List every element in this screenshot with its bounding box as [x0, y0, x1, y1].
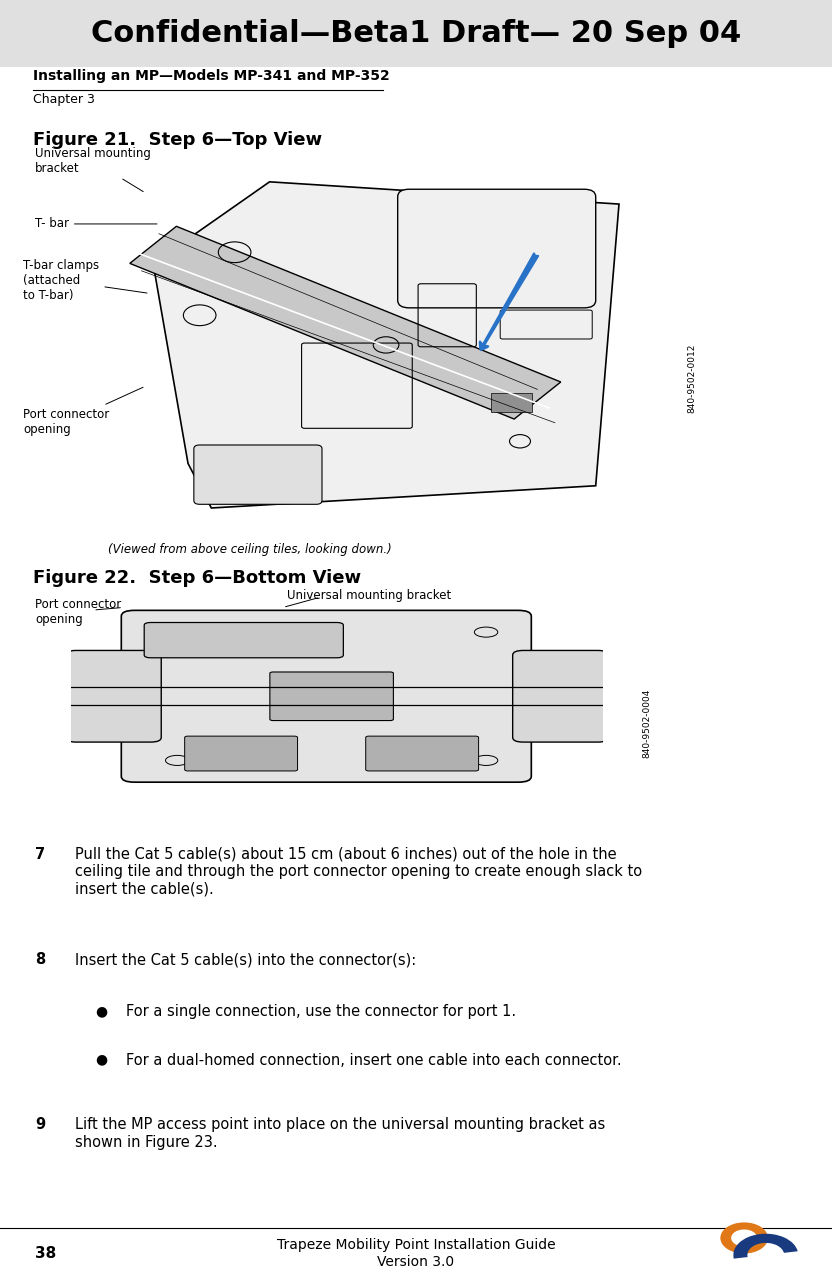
- FancyBboxPatch shape: [144, 623, 344, 658]
- Bar: [491, 393, 532, 412]
- FancyBboxPatch shape: [0, 0, 832, 67]
- Text: Installing an MP—Models MP-341 and MP-352: Installing an MP—Models MP-341 and MP-35…: [33, 69, 390, 84]
- Text: Port connector
opening: Port connector opening: [23, 387, 143, 436]
- FancyBboxPatch shape: [398, 189, 596, 308]
- Text: T-bar: T-bar: [333, 623, 363, 636]
- FancyBboxPatch shape: [194, 445, 322, 505]
- Text: 38: 38: [35, 1246, 57, 1261]
- Text: Pull the Cat 5 cable(s) about 15 cm (about 6 inches) out of the hole in the
ceil: Pull the Cat 5 cable(s) about 15 cm (abo…: [75, 847, 642, 897]
- Text: ●: ●: [96, 1053, 108, 1067]
- FancyBboxPatch shape: [121, 610, 532, 782]
- Text: Lift the MP access point into place on the universal mounting bracket as
shown i: Lift the MP access point into place on t…: [75, 1117, 605, 1149]
- FancyBboxPatch shape: [66, 650, 161, 743]
- Text: T- bar: T- bar: [35, 218, 157, 230]
- Text: ●: ●: [96, 1004, 108, 1018]
- Polygon shape: [130, 227, 561, 420]
- Text: Figure 22.  Step 6—Bottom View: Figure 22. Step 6—Bottom View: [33, 569, 361, 587]
- FancyBboxPatch shape: [270, 672, 394, 721]
- Text: Universal mounting
bracket: Universal mounting bracket: [35, 147, 151, 192]
- Text: 8: 8: [35, 952, 45, 968]
- Polygon shape: [153, 181, 619, 508]
- Text: Figure 21.  Step 6—Top View: Figure 21. Step 6—Top View: [33, 131, 323, 149]
- Text: For a dual-homed connection, insert one cable into each connector.: For a dual-homed connection, insert one …: [126, 1053, 622, 1068]
- Text: (Viewed from above ceiling tiles, looking down.): (Viewed from above ceiling tiles, lookin…: [108, 543, 392, 556]
- Text: 9: 9: [35, 1117, 45, 1133]
- FancyBboxPatch shape: [513, 650, 608, 743]
- Text: Port connector
opening: Port connector opening: [35, 598, 121, 627]
- Wedge shape: [733, 1234, 798, 1259]
- Text: 840-9502-0004: 840-9502-0004: [643, 689, 651, 758]
- Text: 840-9502-0012: 840-9502-0012: [688, 344, 696, 413]
- Text: T-bar clamps
(attached
to T-bar): T-bar clamps (attached to T-bar): [23, 259, 147, 302]
- FancyBboxPatch shape: [366, 736, 478, 771]
- Text: Confidential—Beta1 Draft— 20 Sep 04: Confidential—Beta1 Draft— 20 Sep 04: [91, 19, 741, 48]
- FancyBboxPatch shape: [185, 736, 298, 771]
- Text: For a single connection, use the connector for port 1.: For a single connection, use the connect…: [126, 1004, 517, 1019]
- Text: Trapeze Mobility Point Installation Guide
Version 3.0: Trapeze Mobility Point Installation Guid…: [277, 1238, 555, 1269]
- Wedge shape: [721, 1223, 768, 1254]
- Text: 7: 7: [35, 847, 45, 862]
- Text: Universal mounting bracket: Universal mounting bracket: [287, 589, 451, 602]
- Text: Chapter 3: Chapter 3: [33, 93, 95, 106]
- Text: Insert the Cat 5 cable(s) into the connector(s):: Insert the Cat 5 cable(s) into the conne…: [75, 952, 416, 968]
